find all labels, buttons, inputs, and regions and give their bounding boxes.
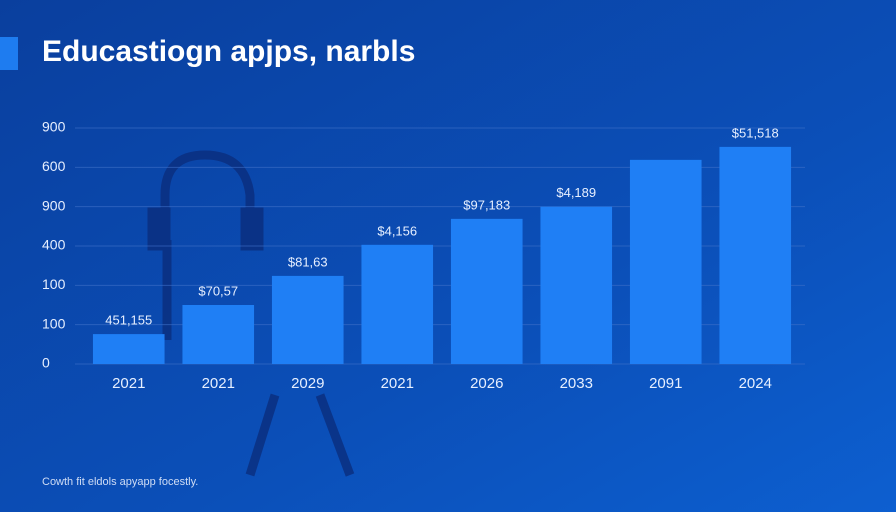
x-tick-label: 2021 — [202, 375, 235, 392]
x-tick-label: 2091 — [649, 375, 682, 392]
y-tick-label: 100 — [42, 276, 66, 292]
headset-decoration — [147, 150, 355, 477]
y-tick-label: 400 — [42, 237, 66, 253]
x-tick-label: 2021 — [112, 375, 145, 392]
bar — [629, 159, 702, 364]
y-tick-label: 600 — [42, 158, 66, 174]
accent — [0, 37, 18, 70]
value-label: $70,57 — [198, 283, 238, 298]
footnote: Cowth fit eldols apyapp focestly. — [42, 476, 198, 488]
x-tick-label: 2021 — [381, 375, 414, 392]
y-tick-label: 900 — [42, 119, 66, 135]
y-tick-label: 100 — [42, 315, 66, 331]
value-label: 451,155 — [105, 313, 152, 328]
y-tick-label: 900 — [42, 197, 66, 213]
bar — [92, 334, 165, 364]
bar — [182, 305, 255, 364]
x-tick-label: 2033 — [560, 375, 593, 392]
x-tick-label: 2024 — [739, 375, 772, 392]
value-label: $97,183 — [463, 197, 510, 212]
bar — [540, 206, 613, 364]
chart-title: Educastiogn apjps, narbls — [42, 35, 415, 68]
x-tick-label: 2026 — [470, 375, 503, 392]
bar — [450, 218, 523, 364]
bar — [719, 146, 792, 364]
value-label: $4,156 — [377, 223, 417, 238]
value-label: $4,189 — [556, 185, 596, 200]
bar — [361, 244, 434, 364]
value-label: $81,63 — [288, 254, 328, 269]
bar — [271, 275, 344, 364]
value-label: $51,518 — [732, 125, 779, 140]
x-tick-label: 2029 — [291, 375, 324, 392]
y-tick-label: 0 — [42, 355, 50, 371]
